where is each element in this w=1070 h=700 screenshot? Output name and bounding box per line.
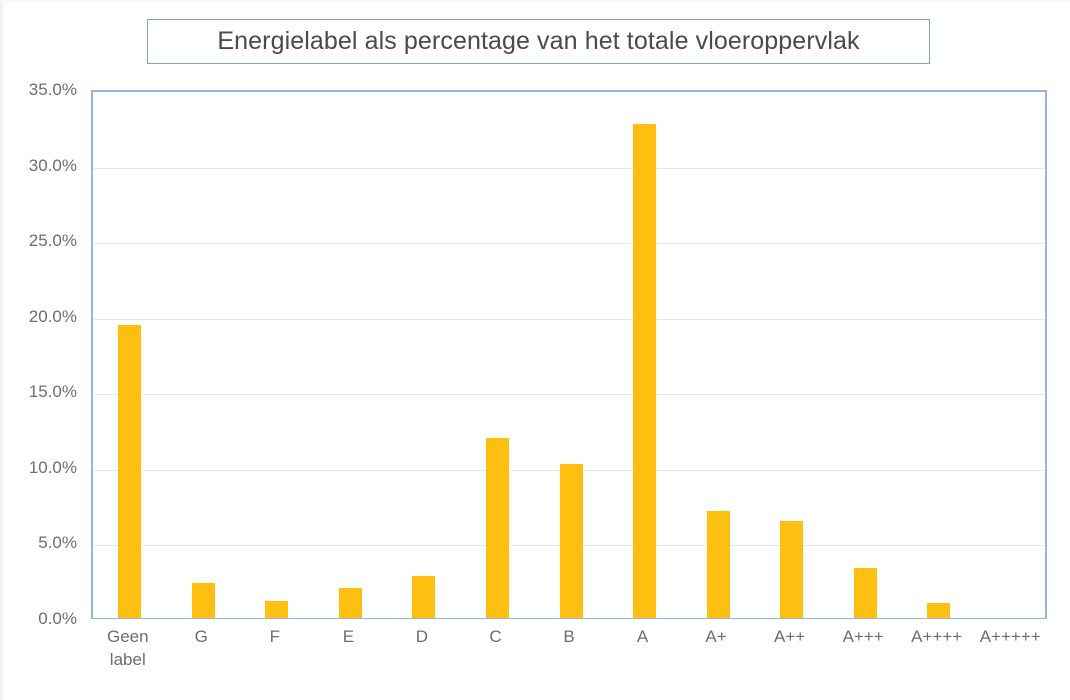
y-tick-label: 20.0%: [28, 306, 77, 326]
x-tick-label: Geen label: [106, 627, 149, 669]
x-tick-label: B: [563, 627, 575, 646]
bar: [559, 463, 583, 618]
y-tick-label: 30.0%: [28, 155, 77, 175]
x-tick-label: A++++: [911, 627, 963, 646]
y-tick-label: 35.0%: [28, 80, 77, 99]
plot-area[interactable]: [91, 90, 1047, 619]
x-tick-label: G: [194, 627, 208, 646]
bar: [780, 521, 804, 618]
bar: [118, 324, 142, 618]
y-tick-label: 15.0%: [28, 382, 77, 402]
x-tick-label: F: [269, 627, 281, 646]
bar: [412, 575, 436, 618]
y-tick-label: 0.0%: [38, 609, 77, 628]
gridline: [93, 167, 1045, 169]
x-tick-label: A++: [774, 627, 806, 646]
y-axis: 0.0% 5.0% 10.0% 15.0% 20.0% 25.0% 30.0% 35.0%: [3, 2, 91, 700]
gridline: [93, 394, 1045, 396]
y-tick-label: 5.0%: [38, 533, 77, 553]
page-title: Energielabel als percentage van het tota…: [217, 27, 860, 55]
y-tick-label: 10.0%: [28, 457, 77, 477]
bar: [927, 602, 951, 618]
bar: [485, 438, 509, 618]
bar: [191, 583, 215, 618]
y-tick-label: 25.0%: [28, 231, 77, 251]
bar: [265, 601, 289, 618]
gridline: [93, 318, 1045, 320]
gridline: [93, 243, 1045, 245]
bar: [706, 510, 730, 618]
x-tick-label: E: [342, 627, 355, 646]
chart-title-box[interactable]: Energielabel als percentage van het tota…: [147, 19, 930, 64]
x-tick-label: C: [489, 627, 502, 646]
x-axis: Geen label G F E D C B A A+ A++ A+++ A++++ A+++++: [91, 625, 1047, 695]
x-tick-label: A+++++: [979, 627, 1041, 646]
bar-series: [93, 92, 1045, 618]
bar: [853, 568, 877, 618]
x-tick-label: A+++: [842, 627, 884, 646]
bar: [633, 123, 657, 618]
x-tick-label: D: [415, 627, 429, 646]
x-tick-label: A+: [705, 627, 727, 646]
x-tick-label: A: [636, 627, 649, 646]
bar: [338, 587, 362, 618]
